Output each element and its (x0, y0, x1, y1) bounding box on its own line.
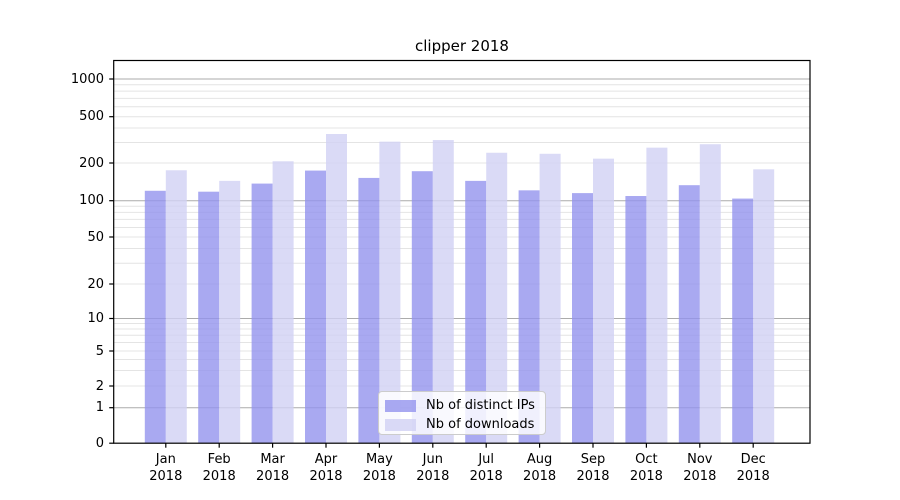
bar-distinct-ips-jul (465, 180, 487, 444)
legend: Nb of distinct IPs Nb of downloads (378, 391, 546, 435)
x-tick-label: Mar 2018 (241, 452, 305, 485)
x-tick-year: 2018 (469, 468, 503, 484)
bar-distinct-ips-jun (411, 171, 433, 444)
x-tick-year: 2018 (202, 468, 236, 484)
bar-downloads-aug (539, 153, 561, 444)
x-tick-month: Aug (526, 452, 553, 467)
x-tick-label: Jul 2018 (454, 452, 518, 485)
bar-distinct-ips-dec (732, 198, 754, 444)
chart-title: clipper 2018 (415, 37, 509, 55)
bar-distinct-ips-mar (251, 183, 273, 444)
bar-distinct-ips-feb (198, 191, 220, 444)
legend-row-downloads: Nb of downloads (385, 415, 545, 434)
x-tick-year: 2018 (736, 468, 770, 484)
legend-swatch-downloads (385, 418, 416, 431)
y-tick-label: 50 (87, 229, 104, 245)
bar-distinct-ips-aug (518, 190, 540, 444)
bar-distinct-ips-oct (625, 196, 647, 444)
bar-distinct-ips-jan (144, 190, 166, 444)
x-tick-month: Oct (635, 452, 658, 467)
bar-downloads-apr (326, 134, 347, 444)
y-tick-label: 5 (95, 343, 104, 359)
x-tick-year: 2018 (683, 468, 717, 484)
x-tick-year: 2018 (576, 468, 610, 484)
bar-downloads-jul (486, 152, 508, 444)
x-tick-label: Jan 2018 (134, 452, 198, 485)
x-tick-month: Sep (580, 452, 606, 467)
bar-downloads-mar (272, 161, 294, 444)
bar-downloads-feb (219, 180, 241, 444)
x-tick-label: Oct 2018 (614, 452, 678, 485)
x-tick-month: Mar (260, 452, 285, 467)
x-tick-year: 2018 (362, 468, 396, 484)
x-tick-label: Sep 2018 (561, 452, 625, 485)
x-tick-year: 2018 (523, 468, 557, 484)
bar-distinct-ips-sep (572, 193, 593, 444)
x-tick-month: Nov (687, 452, 713, 467)
x-tick-label: Feb 2018 (187, 452, 251, 485)
bar-downloads-jun (432, 140, 454, 444)
x-tick-month: Jun (422, 452, 443, 467)
x-tick-year: 2018 (309, 468, 343, 484)
x-tick-month: Jan (155, 452, 176, 467)
y-tick-label: 20 (87, 276, 104, 292)
x-tick-month: Jul (478, 452, 495, 467)
y-tick-label: 200 (79, 155, 104, 171)
x-tick-label: Dec 2018 (721, 452, 785, 485)
x-tick-month: Feb (207, 452, 231, 467)
x-tick-year: 2018 (149, 468, 183, 484)
y-tick-label: 10 (87, 311, 104, 326)
legend-label-downloads: Nb of downloads (426, 417, 535, 432)
bar-downloads-jan (165, 170, 187, 444)
x-tick-label: Nov 2018 (668, 452, 732, 485)
x-tick-year: 2018 (629, 468, 663, 484)
axes-border (113, 59, 811, 444)
y-tick-label: 0 (95, 435, 104, 451)
legend-label-distinct-ips: Nb of distinct IPs (426, 398, 535, 413)
bar-downloads-nov (699, 144, 721, 444)
x-tick-label: Aug 2018 (508, 452, 572, 485)
x-tick-month: May (365, 452, 393, 467)
x-tick-month: Apr (314, 452, 338, 467)
bar-distinct-ips-nov (678, 185, 700, 444)
bar-distinct-ips-apr (305, 170, 326, 444)
y-tick-label: 100 (79, 193, 104, 209)
y-tick-label: 500 (79, 109, 104, 125)
x-tick-label: Jun 2018 (401, 452, 465, 485)
legend-swatch-distinct-ips (385, 399, 416, 412)
legend-row-distinct-ips: Nb of distinct IPs (385, 396, 545, 415)
x-tick-label: Apr 2018 (294, 452, 358, 485)
bar-distinct-ips-may (358, 177, 380, 444)
x-tick-month: Dec (740, 452, 766, 467)
bar-downloads-may (379, 141, 401, 444)
x-tick-label: May 2018 (347, 452, 411, 485)
y-tick-label: 2 (95, 378, 104, 394)
bar-downloads-sep (593, 158, 614, 444)
bar-downloads-oct (646, 147, 668, 444)
y-tick-label: 1000 (70, 71, 104, 87)
x-tick-year: 2018 (416, 468, 450, 484)
x-tick-year: 2018 (256, 468, 290, 484)
y-tick-label: 1 (95, 400, 104, 416)
bar-downloads-dec (753, 169, 775, 444)
